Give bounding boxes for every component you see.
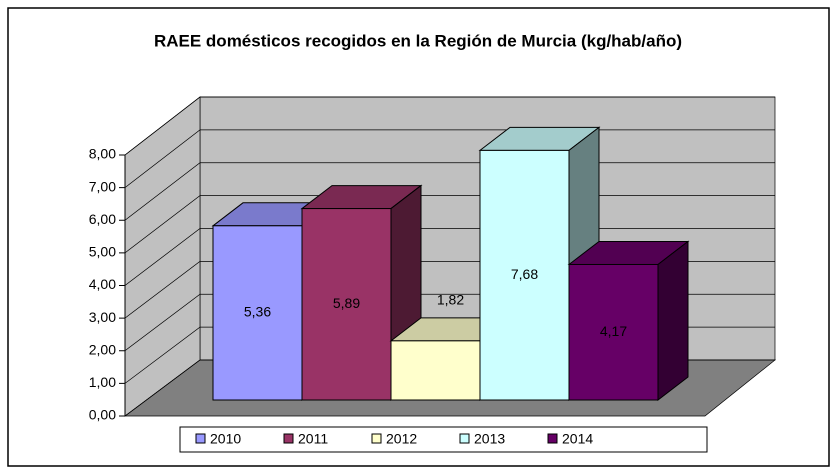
legend-swatch <box>283 433 294 444</box>
legend <box>179 426 708 453</box>
data-label: 1,82 <box>437 292 464 308</box>
data-label: 5,36 <box>244 304 271 320</box>
data-label: 7,68 <box>511 266 538 282</box>
legend-label: 2010 <box>210 431 241 447</box>
bar <box>479 149 570 401</box>
bar <box>568 263 659 401</box>
legend-swatch <box>195 433 206 444</box>
legend-label: 2013 <box>474 431 505 447</box>
y-tick-label: 7,00 <box>89 178 116 194</box>
bar <box>212 225 303 401</box>
y-tick-label: 1,00 <box>89 374 116 390</box>
y-tick-label: 3,00 <box>89 309 116 325</box>
y-tick-label: 2,00 <box>89 341 116 357</box>
data-label: 5,89 <box>333 295 360 311</box>
legend-label: 2011 <box>298 431 328 447</box>
chart-title: RAEE domésticos recogidos en la Región d… <box>154 31 682 50</box>
bar <box>390 340 481 401</box>
y-tick-label: 5,00 <box>89 244 116 260</box>
bar <box>301 208 392 401</box>
legend-swatch <box>459 433 470 444</box>
bar-side <box>657 240 689 402</box>
legend-swatch <box>547 433 558 444</box>
y-tick-label: 6,00 <box>89 211 116 227</box>
legend-label: 2012 <box>386 431 417 447</box>
y-tick-label: 8,00 <box>89 146 116 162</box>
legend-label: 2014 <box>562 431 593 447</box>
y-tick-label: 4,00 <box>89 276 116 292</box>
grid-line <box>124 96 775 156</box>
y-tick-label: 0,00 <box>89 407 116 423</box>
legend-swatch <box>371 433 382 444</box>
data-label: 4,17 <box>600 323 627 339</box>
